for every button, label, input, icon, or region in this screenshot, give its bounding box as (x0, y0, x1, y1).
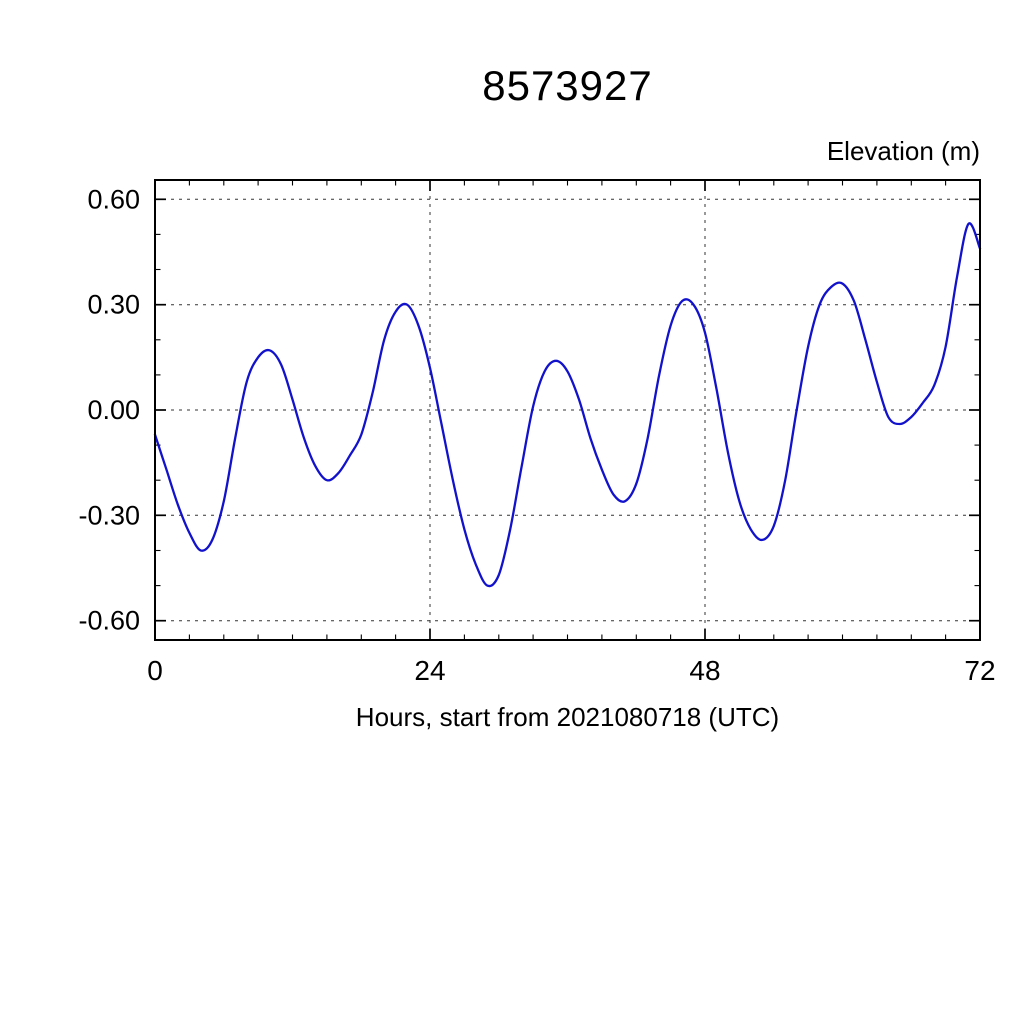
x-tick-label: 24 (414, 655, 445, 686)
y-tick-label: 0.30 (87, 290, 140, 320)
x-tick-label: 48 (689, 655, 720, 686)
x-axis-title: Hours, start from 2021080718 (UTC) (355, 702, 780, 732)
chart-title: 8573927 (482, 62, 653, 109)
plot-frame (154, 179, 981, 641)
y-tick-label: 0.00 (87, 395, 140, 425)
y-tick-label: -0.30 (78, 500, 140, 530)
x-tick-label: 0 (147, 655, 163, 686)
y-axis-title: Elevation (m) (826, 136, 980, 166)
tide-curve (153, 222, 982, 588)
y-tick-label: -0.60 (78, 606, 140, 636)
y-tick-label: 0.60 (87, 184, 140, 214)
x-tick-label: 72 (964, 655, 995, 686)
